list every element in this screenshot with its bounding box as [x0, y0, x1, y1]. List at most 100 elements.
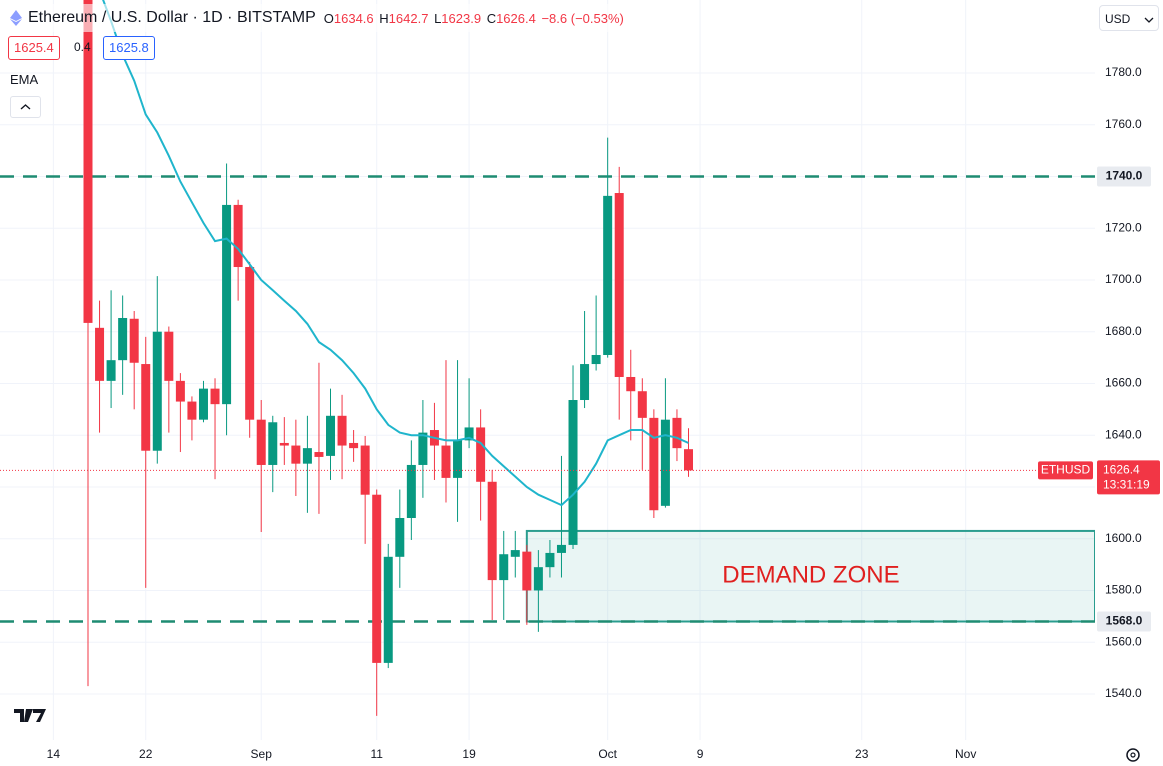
grid [0, 0, 1095, 740]
candle-body [360, 445, 370, 495]
candle-body [383, 556, 393, 663]
candle-body [95, 327, 105, 381]
y-tick-label: 1580.0 [1105, 583, 1142, 597]
level-tag [1097, 166, 1151, 187]
candle-body [314, 452, 324, 457]
candle-body [591, 354, 601, 365]
candle-body [406, 464, 416, 518]
candle-body [279, 442, 289, 446]
y-tick-label: 1680.0 [1105, 324, 1142, 338]
sell-button[interactable]: 1625.4 [8, 36, 60, 60]
candle-body [141, 364, 151, 451]
buy-button[interactable]: 1625.8 [103, 36, 155, 60]
settings-icon[interactable] [1126, 748, 1140, 762]
symbol-title: Ethereum / U.S. Dollar · 1D · BITSTAMP [28, 9, 316, 26]
level-label: 1568.0 [1106, 614, 1143, 628]
axes: 1540.01560.01580.01600.01620.01640.01660… [47, 65, 1160, 761]
candle-body [233, 204, 243, 268]
candle-body [672, 417, 682, 449]
candle-body [510, 550, 520, 557]
candle-body [614, 193, 624, 377]
ohlc-label: O [323, 10, 334, 26]
candle-body [660, 419, 670, 506]
candle-body [499, 554, 509, 581]
candle-body [129, 318, 139, 363]
candle-body [684, 449, 694, 471]
candle-body [603, 195, 613, 355]
logo [14, 709, 46, 722]
level-label: 1740.0 [1106, 169, 1143, 183]
candle-body [580, 364, 590, 401]
collapse-button[interactable] [10, 96, 41, 118]
x-tick-label: Sep [251, 747, 273, 761]
candle-body [649, 417, 659, 511]
y-tick-label: 1700.0 [1105, 272, 1142, 286]
currency-select[interactable]: USD [1099, 5, 1159, 31]
plot-area: DEMAND ZONE [0, 0, 1095, 716]
candle-body [533, 567, 543, 591]
candle-body [291, 445, 301, 464]
candle-body [326, 415, 336, 456]
x-tick-label: 9 [697, 747, 704, 761]
ohlc-label: L [434, 10, 442, 26]
candle-body [337, 415, 347, 446]
candle-body [222, 204, 232, 405]
candle-body [626, 376, 636, 392]
y-tick-label: 1780.0 [1105, 65, 1142, 79]
candle-body [372, 494, 382, 663]
change: −8.6 (−0.53%) [541, 10, 624, 26]
candle-body [210, 388, 220, 405]
y-tick-label: 1660.0 [1105, 376, 1142, 390]
candle-body [187, 401, 197, 420]
symbol-label: ETHUSD [1041, 463, 1091, 477]
eth-icon [10, 10, 22, 26]
candle-body [418, 432, 428, 465]
x-tick-label: 11 [370, 747, 383, 761]
level-tag [1097, 611, 1151, 632]
candle-body [522, 551, 532, 591]
ema-line [102, 0, 689, 507]
y-tick-label: 1600.0 [1105, 531, 1142, 545]
candle-body [245, 267, 255, 420]
ohlc-label: C [486, 10, 497, 26]
candle-body [302, 448, 312, 464]
candle-body [545, 552, 555, 568]
candle-body [395, 518, 405, 557]
legend-header: Ethereum / U.S. Dollar · 1D · BITSTAMP O… [0, 4, 632, 32]
x-tick-label: Oct [598, 747, 617, 761]
candle-body [476, 427, 486, 482]
ohlc-value: 1642.7 [388, 10, 429, 26]
candle-body [637, 391, 647, 418]
ohlc-value: 1623.9 [441, 10, 482, 26]
candle-body [164, 331, 174, 381]
ohlc-label: H [379, 10, 389, 26]
candle-body [256, 419, 266, 465]
y-tick-label: 1540.0 [1105, 686, 1142, 700]
candle-body [464, 427, 474, 441]
symbol-tag [1038, 461, 1093, 480]
y-tick-label: 1640.0 [1105, 427, 1142, 441]
x-tick-label: 22 [139, 747, 153, 761]
ohlc: O1634.6 H1642.7 L1623.9 C1626.4 −8.6 (−0… [324, 11, 626, 26]
currency: USD [1105, 12, 1131, 26]
candle-body [453, 440, 463, 478]
candle-body [106, 360, 116, 381]
x-tick-label: Nov [955, 747, 976, 761]
demand-zone [525, 529, 1095, 623]
candle-body [441, 445, 451, 478]
x-tick-label: 14 [47, 747, 61, 761]
ohlc-value: 1626.4 [496, 10, 536, 26]
y-tick-label: 1760.0 [1105, 117, 1142, 131]
y-tick-label: 1720.0 [1105, 220, 1142, 234]
candle-body [198, 388, 208, 420]
ohlc-value: 1634.6 [333, 10, 374, 26]
zone-label: DEMAND ZONE [722, 562, 899, 589]
countdown: 13:31:19 [1103, 478, 1150, 492]
x-tick-label: 19 [462, 747, 476, 761]
candle-body [349, 442, 359, 449]
spread: 0.4 [74, 40, 91, 54]
candle-body [118, 317, 128, 361]
candle-body [175, 380, 185, 402]
